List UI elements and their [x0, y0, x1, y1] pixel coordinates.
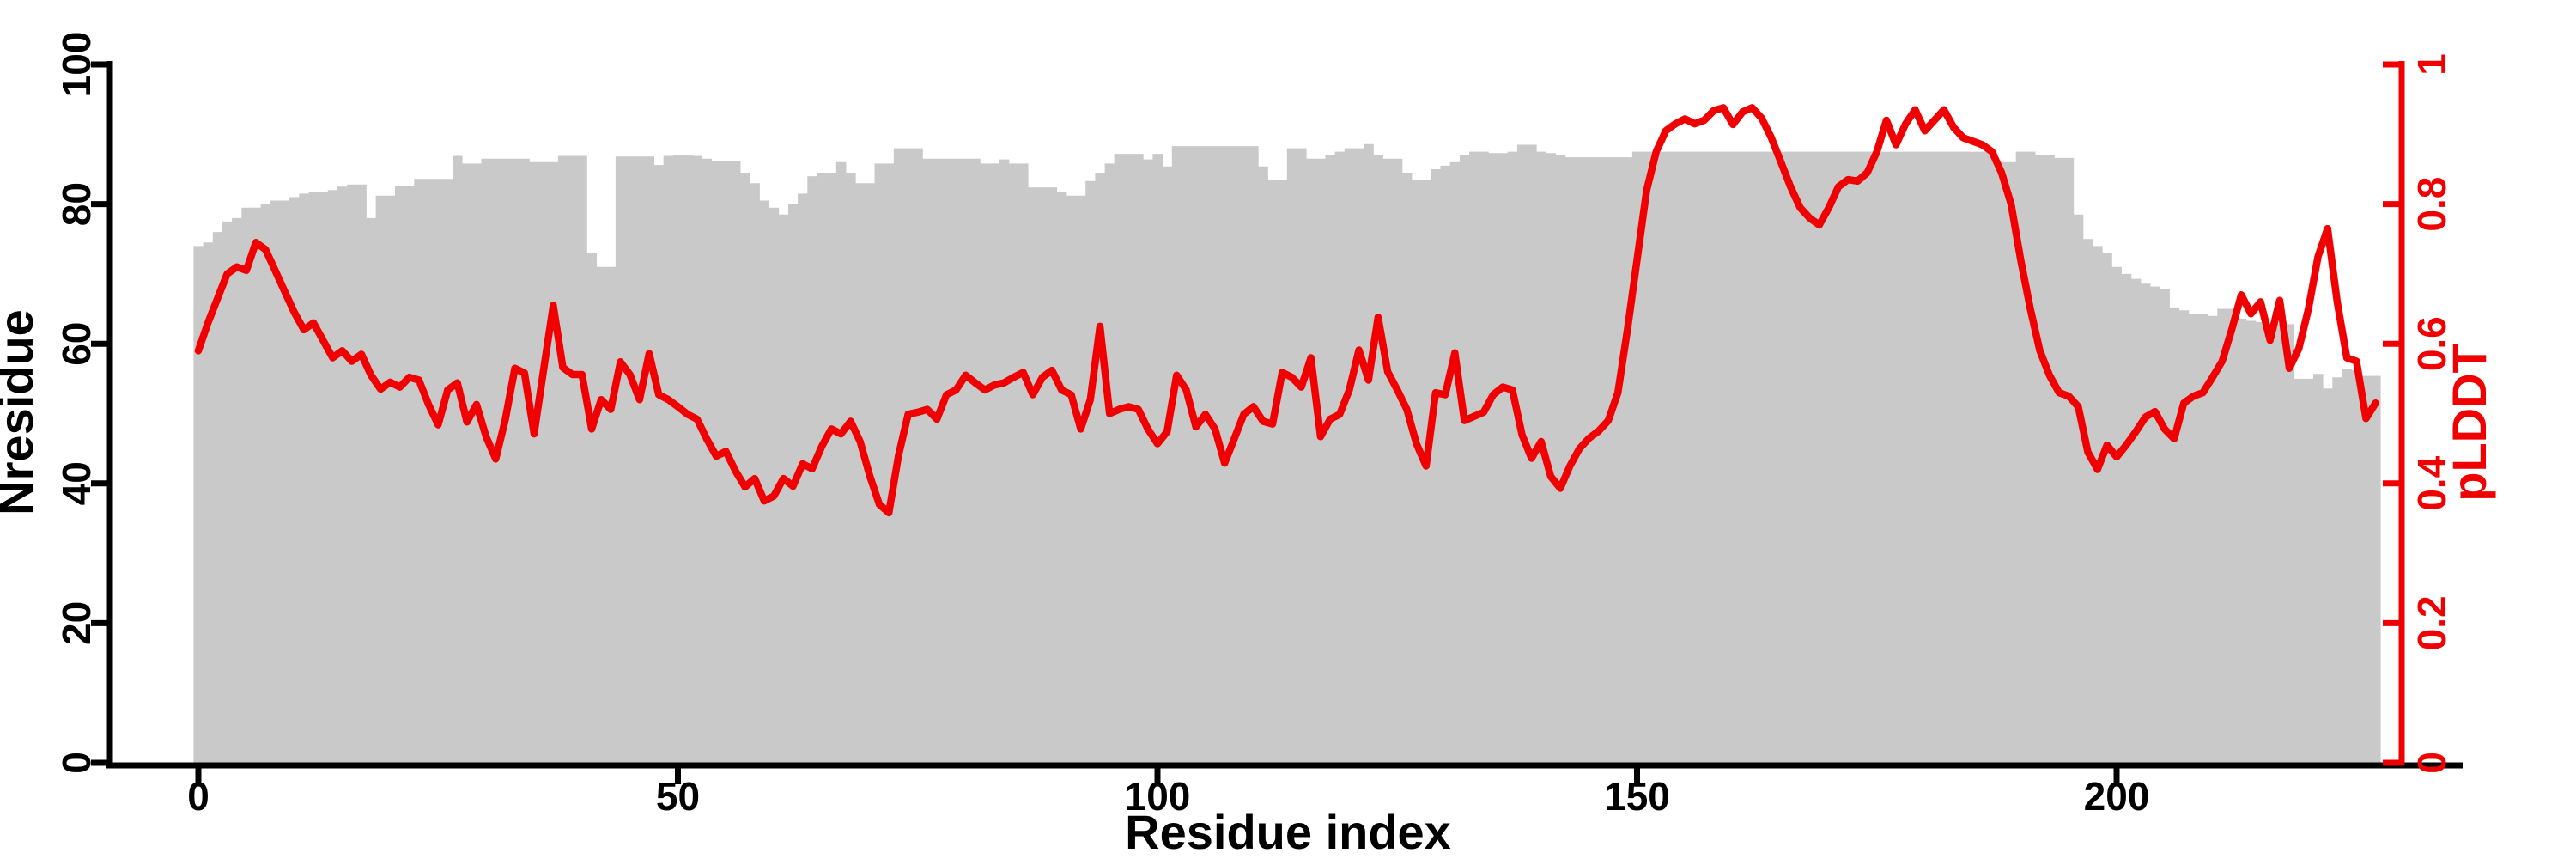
nresidue-bars	[193, 143, 2381, 765]
x-tick-label: 50	[656, 774, 700, 819]
y-right-tick-label: 0.2	[2409, 595, 2454, 650]
x-axis-title: Residue index	[1125, 805, 1451, 859]
x-tick-label: 200	[2084, 774, 2150, 819]
y-left-axis-title: Nresidue	[0, 309, 43, 515]
y-right-tick-label: 0.4	[2409, 455, 2454, 510]
y-left-tick-label: 0	[54, 752, 99, 774]
y-right-axis-title: pLDDT	[2442, 344, 2496, 502]
y-right-tick-label: 0.6	[2409, 316, 2454, 371]
nresidue-bars-path	[193, 143, 2381, 765]
plddt-line	[194, 104, 2379, 517]
axes: 0 20 40 60 80 100 0 50 100 150 200 0 0.2 0.4 0.6 0.8 1	[54, 32, 2463, 819]
x-tick-label: 150	[1604, 774, 1670, 819]
y-left-tick-label: 100	[54, 32, 99, 98]
y-left-tick-label: 20	[54, 601, 99, 645]
x-tick-label: 0	[187, 774, 210, 819]
y-left-tick-label: 80	[54, 182, 99, 226]
plddt-line-path	[194, 104, 2379, 517]
y-left-tick-label: 40	[54, 461, 99, 505]
y-right-tick-label: 0	[2409, 752, 2454, 774]
y-right-tick-label: 1	[2409, 53, 2454, 76]
y-right-tick-label: 0.8	[2409, 177, 2454, 232]
y-left-tick-label: 60	[54, 322, 99, 366]
x-tick-label: 100	[1125, 774, 1191, 819]
